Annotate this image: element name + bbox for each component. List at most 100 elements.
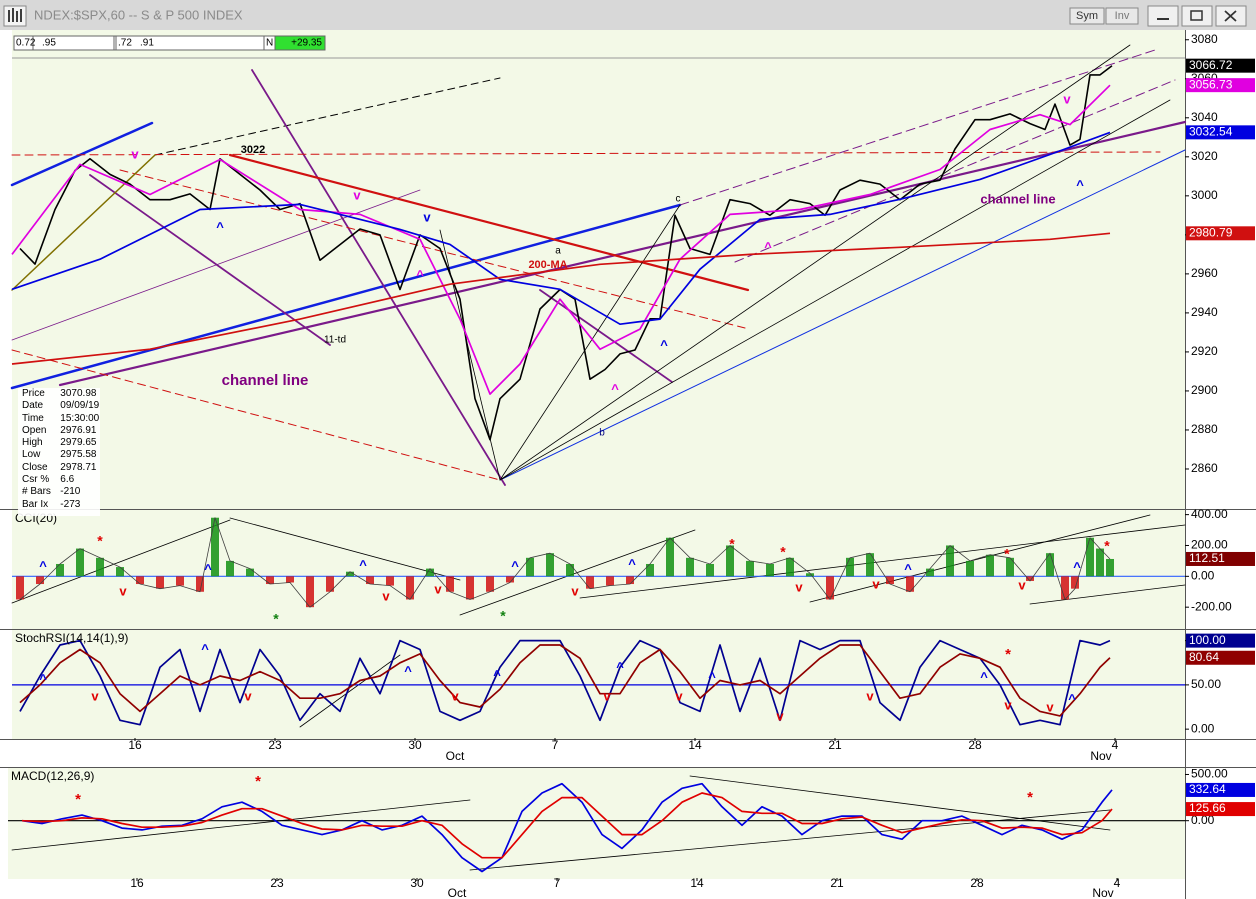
data-window-label: High [22, 437, 43, 449]
annotation: ^ [904, 561, 912, 576]
annotation: ^ [404, 663, 412, 678]
cci-bar [646, 563, 654, 577]
data-window-row: Price 3070.98 [18, 388, 100, 400]
x-tick-label: 16 [128, 738, 142, 752]
annotation: * [729, 536, 735, 552]
inv-button[interactable] [1105, 7, 1139, 25]
cci-bar [246, 568, 254, 577]
annotation: ^ [493, 667, 501, 682]
cci-bar [566, 563, 574, 577]
change-value: +29.35 [291, 38, 322, 49]
x-tick-label: 14 [688, 738, 702, 752]
trendline [89, 174, 331, 346]
data-window-value: 2979.65 [60, 437, 97, 449]
x-month-label: Nov [1090, 749, 1111, 763]
y-tick-label: -200.00 [1191, 599, 1232, 613]
annotation: ^ [39, 671, 47, 686]
annotation: * [500, 608, 506, 624]
sym-button-label[interactable]: Sym [1076, 10, 1098, 22]
trendline [11, 154, 156, 291]
toolbar-field: N [266, 38, 273, 49]
data-window-label: # Bars [22, 486, 51, 498]
annotation: v [795, 579, 803, 594]
annotation: channel line [222, 372, 309, 389]
y-tick-label: 2940 [1191, 305, 1218, 319]
data-window-label: Bar Ix [22, 498, 49, 510]
x-tick-label: 30 [408, 738, 422, 752]
cci-bar [196, 576, 204, 592]
annotation: * [1027, 789, 1033, 806]
last-value-label: 2980.79 [1189, 225, 1233, 239]
data-window-value: 15:30:00 [60, 412, 100, 424]
annotation: 11-td [324, 335, 346, 346]
annotation: ^ [1068, 691, 1076, 706]
last-value-box [1186, 650, 1255, 665]
trendline [119, 169, 746, 329]
annotation: v [131, 146, 139, 161]
window-title: NDEX:$SPX,60 -- S & P 500 INDEX [34, 7, 243, 22]
trendline [11, 519, 231, 604]
maximize-button[interactable] [1181, 5, 1213, 27]
trendline [154, 77, 501, 156]
data-window-label: Time [22, 412, 44, 424]
cci-bar [76, 548, 84, 577]
trendline [58, 120, 1187, 387]
cci-bar [386, 576, 394, 586]
y-tick-label: 3040 [1191, 110, 1218, 124]
annotation: * [255, 773, 261, 790]
cci-bar [806, 573, 814, 577]
annotation: ^ [980, 669, 988, 684]
x-month-label: Nov [1092, 886, 1113, 899]
y-tick-label: 50.00 [1191, 677, 1221, 691]
trendline [499, 149, 1186, 481]
cci-bar [946, 545, 954, 577]
cci-bar [156, 576, 164, 589]
annotation: v [866, 688, 874, 703]
last-value-label: 332.64 [1189, 782, 1226, 796]
cci-bar [16, 576, 24, 600]
last-value-label: 100.00 [1189, 633, 1226, 647]
y-tick-label: 3020 [1191, 149, 1218, 163]
close-glyph [1224, 10, 1237, 22]
data-window-row: Date 09/09/19 [18, 400, 100, 412]
toolbar-field: .72 [118, 38, 132, 49]
trendline [229, 517, 461, 581]
inv-button-label[interactable]: Inv [1115, 10, 1130, 22]
cci-bar [466, 576, 474, 600]
annotation: ^ [201, 641, 209, 656]
sym-button[interactable] [1069, 7, 1105, 25]
y-tick-label: 0.00 [1191, 721, 1215, 735]
last-value-box [1186, 782, 1255, 797]
y-tick-label: 2960 [1191, 266, 1218, 280]
cci-bar [786, 557, 794, 577]
last-value-box [1186, 226, 1255, 241]
change-box [274, 35, 326, 51]
annotation: v [872, 576, 880, 591]
cci-bar [726, 545, 734, 577]
cci-bar [866, 553, 874, 577]
cci-bar [366, 576, 374, 585]
x-tick-label: 4 [1114, 876, 1121, 890]
app-icon[interactable] [3, 5, 27, 27]
data-window-label: Csr % [22, 474, 50, 486]
trendline [11, 349, 501, 481]
cci-bar [346, 571, 354, 577]
x-tick-label: 30 [410, 876, 424, 890]
last-value-box [1186, 551, 1255, 566]
last-value-box [1186, 125, 1255, 140]
annotation: 200-MA [528, 259, 567, 271]
x-tick-label: 4 [1112, 738, 1119, 752]
minimize-button[interactable] [1147, 5, 1179, 27]
annotation: * [780, 544, 786, 560]
annotation: ^ [764, 239, 772, 254]
data-window-value: -273 [60, 498, 81, 510]
annotation: * [97, 533, 103, 549]
data-window-label: Low [22, 449, 41, 461]
maximize-glyph [1190, 10, 1203, 21]
x-tick-label: 23 [268, 738, 282, 752]
cci-bar [326, 576, 334, 592]
trendline [499, 44, 1131, 481]
data-window-row: High 2979.65 [18, 437, 100, 449]
